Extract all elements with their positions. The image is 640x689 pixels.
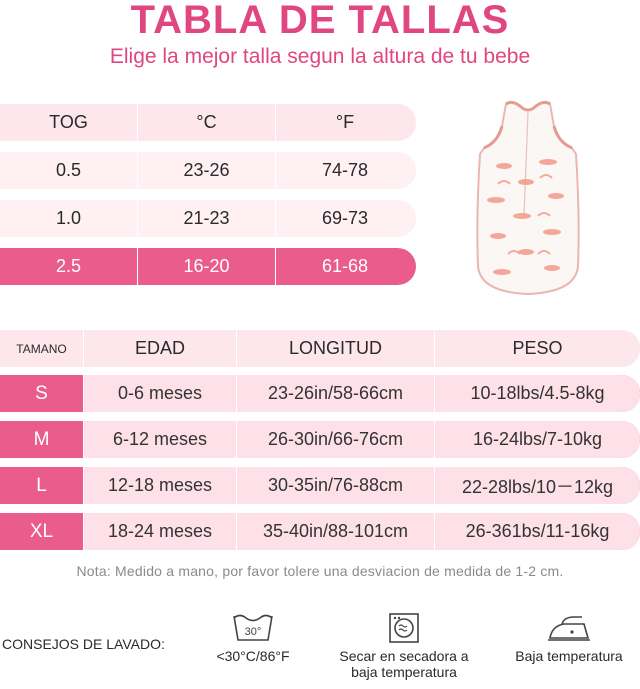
tog-header-row: TOG °C °F: [0, 104, 416, 141]
celsius-cell: 21-23: [138, 200, 276, 237]
care-dry-label-line1: Secar en secadora a: [339, 648, 469, 664]
celsius-cell: 16-20: [138, 248, 276, 285]
size-row: L 12-18 meses 30-35in/76-88cm 22-28lbs/1…: [0, 467, 640, 504]
length-cell: 23-26in/58-66cm: [237, 375, 435, 412]
length-cell: 35-40in/88-101cm: [237, 513, 435, 550]
size-row: XL 18-24 meses 35-40in/88-101cm 26-361bs…: [0, 513, 640, 550]
size-row: S 0-6 meses 23-26in/58-66cm 10-18lbs/4.5…: [0, 375, 640, 412]
weight-cell: 26-361bs/11-16kg: [435, 513, 640, 550]
care-item-wash: 30° <30°C/86°F: [198, 612, 308, 664]
size-cell: L: [0, 467, 84, 504]
tog-table: TOG °C °F 0.5 23-26 74-78 1.0 21-23 69-7…: [0, 104, 416, 296]
fahrenheit-cell: 69-73: [321, 208, 369, 228]
page-title: TABLA DE TALLAS: [130, 0, 510, 42]
size-cell: M: [0, 421, 84, 458]
weight-cell: 22-28lbs/10－12kg: [435, 467, 640, 504]
fahrenheit-header-cell: °F: [335, 112, 355, 132]
weight-cell: 10-18lbs/4.5-8kg: [435, 375, 640, 412]
care-wash-label: <30°C/86°F: [216, 648, 290, 664]
care-dry-label-line2: baja temperatura: [351, 664, 457, 680]
age-header-cell: EDAD: [84, 330, 237, 367]
iron-low-icon: [548, 616, 590, 641]
tog-cell: 1.0: [0, 200, 138, 237]
age-cell: 6-12 meses: [84, 421, 237, 458]
tog-row-highlighted: 2.5 16-20 61-68: [0, 248, 416, 285]
size-row: M 6-12 meses 26-30in/66-76cm 16-24lbs/7-…: [0, 421, 640, 458]
fahrenheit-cell: 61-68: [321, 256, 369, 276]
care-iron-label: Baja temperatura: [515, 648, 623, 664]
age-cell: 18-24 meses: [84, 513, 237, 550]
care-item-iron: Baja temperatura: [500, 612, 638, 664]
age-cell: 12-18 meses: [84, 467, 237, 504]
weight-cell: 16-24lbs/7-10kg: [435, 421, 640, 458]
length-cell: 30-35in/76-88cm: [237, 467, 435, 504]
length-cell: 26-30in/66-76cm: [237, 421, 435, 458]
tumble-dry-icon: [389, 613, 419, 643]
sleep-sack-image: [476, 100, 580, 296]
size-table: TAMANO EDAD LONGITUD PESO S 0-6 meses 23…: [0, 330, 640, 559]
page-subtitle: Elige la mejor talla segun la altura de …: [109, 45, 531, 68]
celsius-header-cell: °C: [138, 104, 276, 141]
wash-temp-text: 30°: [245, 626, 262, 638]
size-cell: XL: [0, 513, 84, 550]
tog-cell: 2.5: [0, 248, 138, 285]
age-cell: 0-6 meses: [84, 375, 237, 412]
size-header-cell: TAMANO: [0, 330, 84, 367]
care-label: CONSEJOS DE LAVADO:: [2, 636, 165, 652]
weight-header-cell: PESO: [512, 338, 563, 358]
fahrenheit-cell: 74-78: [321, 160, 369, 180]
wash-30-icon: 30°: [233, 614, 273, 641]
celsius-cell: 23-26: [138, 152, 276, 189]
tog-header-cell: TOG: [0, 104, 138, 141]
care-item-dry: Secar en secadora a baja temperatura: [326, 612, 482, 680]
tog-row: 1.0 21-23 69-73: [0, 200, 416, 237]
tog-cell: 0.5: [0, 152, 138, 189]
tog-row: 0.5 23-26 74-78: [0, 152, 416, 189]
size-cell: S: [0, 375, 84, 412]
measurement-note: Nota: Medido a mano, por favor tolere un…: [76, 563, 564, 579]
length-header-cell: LONGITUD: [237, 330, 435, 367]
size-header-row: TAMANO EDAD LONGITUD PESO: [0, 330, 640, 367]
